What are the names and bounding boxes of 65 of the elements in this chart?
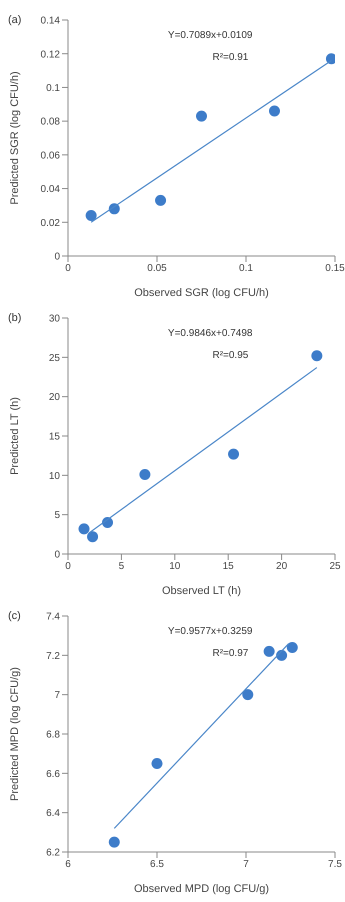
y-tick-label: 25 — [48, 352, 60, 364]
x-tick-label: 15 — [222, 561, 234, 572]
x-axis-title: Observed SGR (log CFU/h) — [134, 287, 269, 299]
point — [268, 106, 280, 117]
y-tick-label: 6.6 — [46, 768, 60, 780]
annotation: R²=0.95 — [212, 350, 248, 361]
y-tick-label: 30 — [48, 314, 60, 325]
y-tick-label: 6.8 — [46, 730, 60, 741]
x-tick-label: 0.15 — [325, 263, 345, 274]
point — [87, 531, 98, 542]
point — [78, 523, 90, 534]
annotation: Y=0.9846x+0.7498 — [168, 328, 252, 339]
point — [286, 642, 298, 653]
y-tick-label: 0.08 — [40, 116, 60, 128]
y-tick-label: 0 — [54, 550, 60, 561]
y-tick-label: 6.4 — [46, 808, 60, 820]
point — [264, 646, 275, 657]
y-tick-label: 0.02 — [40, 218, 60, 229]
x-tick-label: 6.5 — [150, 859, 164, 870]
y-tick-label: 0.1 — [46, 82, 60, 94]
annotation: R²=0.97 — [212, 648, 248, 659]
y-tick-label: 7.2 — [46, 650, 60, 662]
y-tick-label: 0.06 — [40, 150, 60, 162]
y-tick-label: 15 — [48, 432, 60, 443]
y-tick-label: 7.4 — [46, 612, 60, 623]
point — [152, 758, 162, 769]
y-axis-title: Predicted MPD (log CFU/g) — [8, 667, 21, 801]
y-tick-label: 7 — [54, 690, 60, 702]
point — [311, 350, 322, 362]
chart-title: (c) — [8, 610, 21, 622]
y-tick-label: 0 — [54, 252, 60, 263]
y-axis-title: Predicted LT (h) — [8, 397, 21, 475]
y-axis-title: Predicted SGR (log CFU/h) — [8, 71, 21, 205]
point — [139, 469, 150, 480]
x-tick-label: 25 — [329, 561, 341, 572]
y-tick-label: 5 — [54, 510, 60, 522]
annotation: Y=0.9577x+0.3259 — [168, 626, 252, 637]
point — [242, 689, 254, 700]
x-tick-label: 20 — [276, 561, 288, 572]
x-tick-label: 7 — [243, 859, 250, 870]
x-tick-label: 0 — [65, 263, 72, 274]
point — [155, 194, 166, 206]
point — [108, 836, 120, 848]
annotation: Y=0.7089x+0.0109 — [168, 30, 252, 41]
y-tick-label: 20 — [48, 392, 60, 404]
y-tick-label: 0.14 — [40, 16, 60, 27]
x-tick-label: 0.1 — [239, 263, 254, 274]
y-tick-label: 0.12 — [40, 49, 60, 60]
chart-title: (b) — [8, 312, 22, 324]
point — [228, 448, 240, 460]
point — [86, 210, 97, 222]
annotation: R²=0.91 — [212, 52, 248, 63]
x-tick-label: 0 — [65, 561, 72, 572]
x-tick-label: 6 — [65, 859, 72, 870]
x-axis-title: Observed MPD (log CFU/g) — [134, 883, 270, 895]
x-tick-label: 5 — [118, 561, 125, 572]
x-axis-title: Observed LT (h) — [162, 585, 242, 597]
y-tick-label: 0.04 — [40, 184, 60, 196]
y-tick-label: 6.2 — [46, 848, 60, 859]
x-tick-label: 10 — [169, 561, 181, 572]
x-tick-label: 7.5 — [328, 859, 342, 870]
chart-title: (a) — [8, 14, 22, 26]
point — [196, 110, 207, 122]
y-tick-label: 10 — [48, 470, 60, 482]
x-tick-label: 0.05 — [147, 263, 168, 274]
